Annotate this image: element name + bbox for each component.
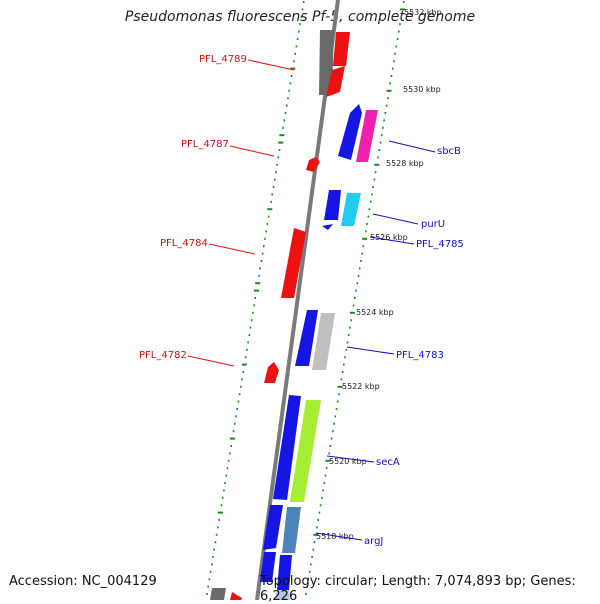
gene-label-pfl-4784[interactable]: PFL_4784 [160, 238, 208, 249]
gene-pfl-4784[interactable] [281, 228, 306, 298]
scale-tick-label: 5524 kbp [356, 308, 394, 317]
label-leader-line [208, 243, 256, 255]
genome-title: Pseudomonas fluorescens Pf-5, complete g… [124, 9, 476, 25]
gene-label-pfl-4785[interactable]: PFL_4785 [416, 239, 464, 250]
label-leader-line [369, 236, 415, 245]
outer-tick-track [206, 1, 305, 595]
label-leader-line [372, 213, 419, 225]
gene-label-pfl-4783[interactable]: PFL_4783 [396, 350, 444, 361]
gene-forward-blue-2[interactable] [324, 190, 341, 220]
scale-tick-label: 5530 kbp [403, 85, 441, 94]
label-leader-line [229, 145, 275, 157]
gene-forward-blue-1[interactable] [338, 104, 362, 160]
genome-backbone [255, 0, 340, 600]
gene-pfl-4787[interactable] [306, 157, 320, 172]
gene-forward-blue-5[interactable] [273, 395, 301, 500]
scale-labels: 5532 kbp 5530 kbp 5528 kbp 5526 kbp 5524… [316, 8, 442, 541]
reverse-gene-labels: PFL_4789 PFL_4787 PFL_4784 PFL_4782 [139, 54, 295, 367]
gene-gray-bottom[interactable] [210, 588, 226, 600]
label-leader-line [315, 532, 363, 541]
gene-argj[interactable] [282, 507, 301, 553]
gene-pfl-4783[interactable] [312, 313, 335, 370]
inner-tick-track [305, 1, 405, 595]
label-leader-line [247, 59, 295, 71]
gene-forward-blue-4[interactable] [295, 310, 318, 366]
gene-forward-blue-3[interactable] [322, 224, 333, 230]
gene-puru[interactable] [341, 193, 361, 226]
gene-label-pfl-4782[interactable]: PFL_4782 [139, 350, 187, 361]
gene-label-pfl-4787[interactable]: PFL_4787 [181, 139, 229, 150]
gene-label-puru[interactable]: purU [421, 219, 445, 230]
gene-sbcb[interactable] [356, 110, 378, 162]
label-leader-line [326, 455, 375, 463]
scale-tick-label: 5532 kbp [404, 8, 442, 17]
gene-pfl-4782[interactable] [264, 362, 279, 383]
label-leader-line [187, 355, 235, 367]
gene-label-seca[interactable]: secA [376, 457, 400, 468]
accession-text: Accession: NC_004129 [9, 574, 157, 589]
gene-forward-blue-8[interactable] [277, 555, 292, 590]
gene-reverse-2[interactable] [326, 66, 345, 97]
gene-label-pfl-4789[interactable]: PFL_4789 [199, 54, 247, 65]
gene-forward-pale[interactable] [275, 590, 290, 600]
gene-forward-blue-6[interactable] [263, 505, 283, 550]
scale-tick-label: 5528 kbp [386, 159, 424, 168]
scale-tick-label: 5526 kbp [370, 233, 408, 242]
gene-reverse-bottom[interactable] [230, 592, 242, 600]
gene-label-sbcb[interactable]: sbcB [437, 146, 461, 157]
gene-forward-blue-7[interactable] [260, 552, 276, 582]
label-leader-line [388, 140, 436, 153]
label-leader-line [346, 346, 395, 355]
gene-label-argj[interactable]: argJ [364, 536, 383, 547]
forward-gene-labels: sbcB purU PFL_4785 PFL_4783 secA argJ [315, 140, 464, 547]
gene-reverse-1[interactable] [333, 32, 350, 66]
scale-tick-label: 5520 kbp [329, 457, 367, 466]
gene-seca[interactable] [290, 400, 321, 502]
scale-tick-label: 5518 kbp [316, 532, 354, 541]
forward-strand-genes [260, 104, 378, 600]
scale-tick-label: 5522 kbp [342, 382, 380, 391]
reverse-strand-genes [210, 30, 350, 600]
